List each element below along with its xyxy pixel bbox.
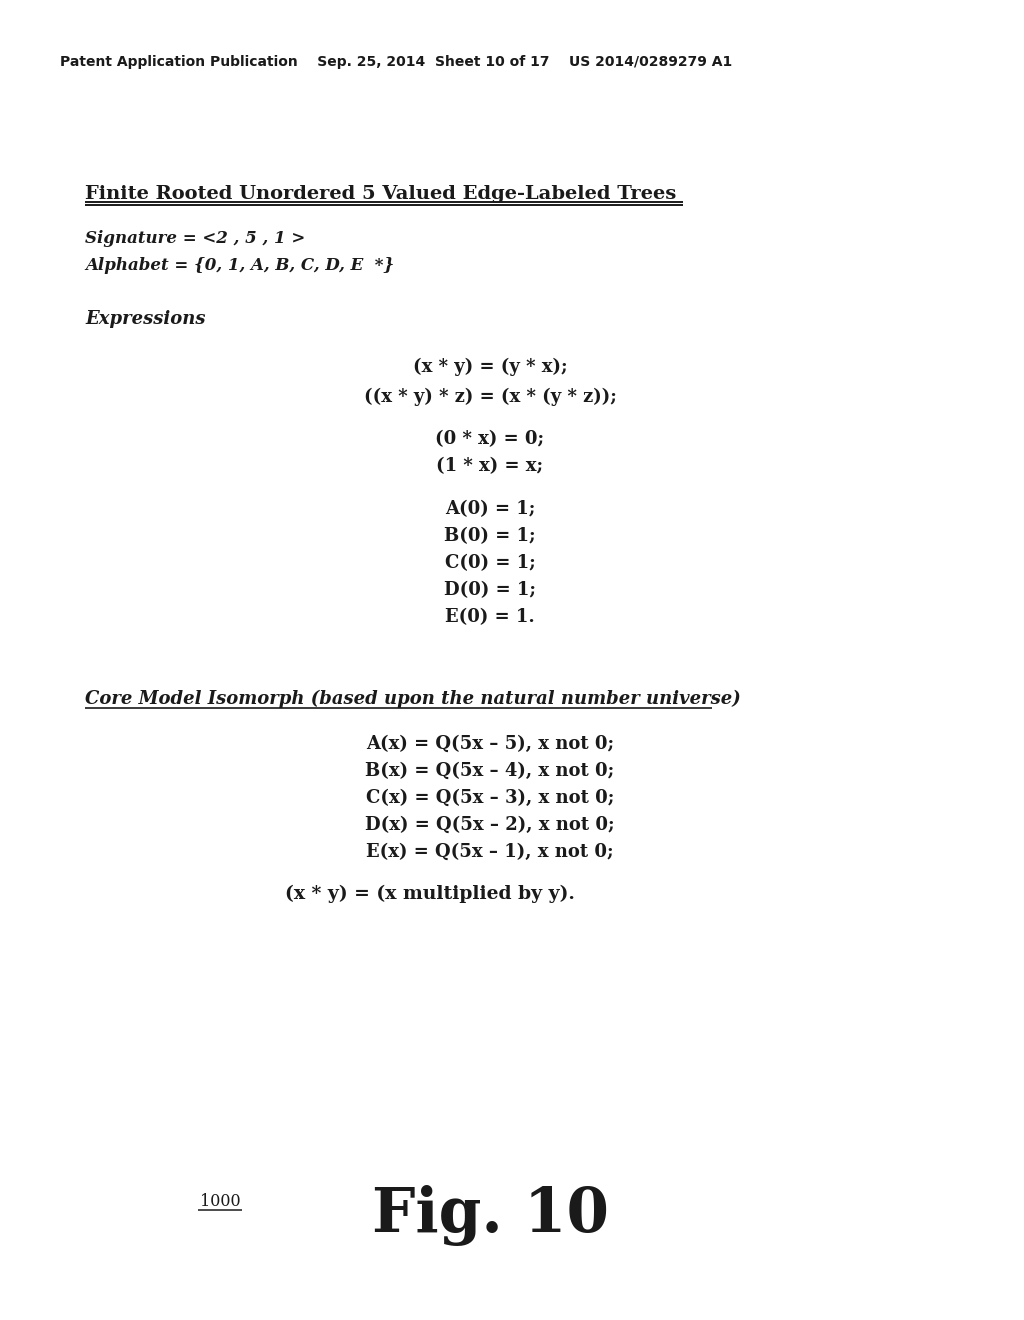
Text: A(x) = Q(5x – 5), x not 0;: A(x) = Q(5x – 5), x not 0; [366,735,614,752]
Text: (1 * x) = x;: (1 * x) = x; [436,457,544,475]
Text: Core Model Isomorph (based upon the natural number universe): Core Model Isomorph (based upon the natu… [85,690,740,709]
Text: D(x) = Q(5x – 2), x not 0;: D(x) = Q(5x – 2), x not 0; [366,816,614,834]
Text: B(x) = Q(5x – 4), x not 0;: B(x) = Q(5x – 4), x not 0; [366,762,614,780]
Text: A(0) = 1;: A(0) = 1; [444,500,536,517]
Text: Signature = <2 , 5 , 1 >: Signature = <2 , 5 , 1 > [85,230,305,247]
Text: E(0) = 1.: E(0) = 1. [445,609,535,626]
Text: D(0) = 1;: D(0) = 1; [444,581,536,599]
Text: Expressions: Expressions [85,310,206,327]
Text: Patent Application Publication    Sep. 25, 2014  Sheet 10 of 17    US 2014/02892: Patent Application Publication Sep. 25, … [60,55,732,69]
Text: C(0) = 1;: C(0) = 1; [444,554,536,572]
Text: Alphabet = {0, 1, A, B, C, D, E  *}: Alphabet = {0, 1, A, B, C, D, E *} [85,257,394,275]
Text: Finite Rooted Unordered 5 Valued Edge-Labeled Trees: Finite Rooted Unordered 5 Valued Edge-La… [85,185,676,203]
Text: B(0) = 1;: B(0) = 1; [444,527,536,545]
Text: C(x) = Q(5x – 3), x not 0;: C(x) = Q(5x – 3), x not 0; [366,789,614,807]
Text: ((x * y) * z) = (x * (y * z));: ((x * y) * z) = (x * (y * z)); [364,388,616,407]
Text: (x * y) = (y * x);: (x * y) = (y * x); [413,358,567,376]
Text: (x * y) = (x multiplied by y).: (x * y) = (x multiplied by y). [285,884,574,903]
Text: Fig. 10: Fig. 10 [372,1185,608,1246]
Text: 1000: 1000 [200,1193,241,1210]
Text: (0 * x) = 0;: (0 * x) = 0; [435,430,545,447]
Text: E(x) = Q(5x – 1), x not 0;: E(x) = Q(5x – 1), x not 0; [367,843,613,861]
